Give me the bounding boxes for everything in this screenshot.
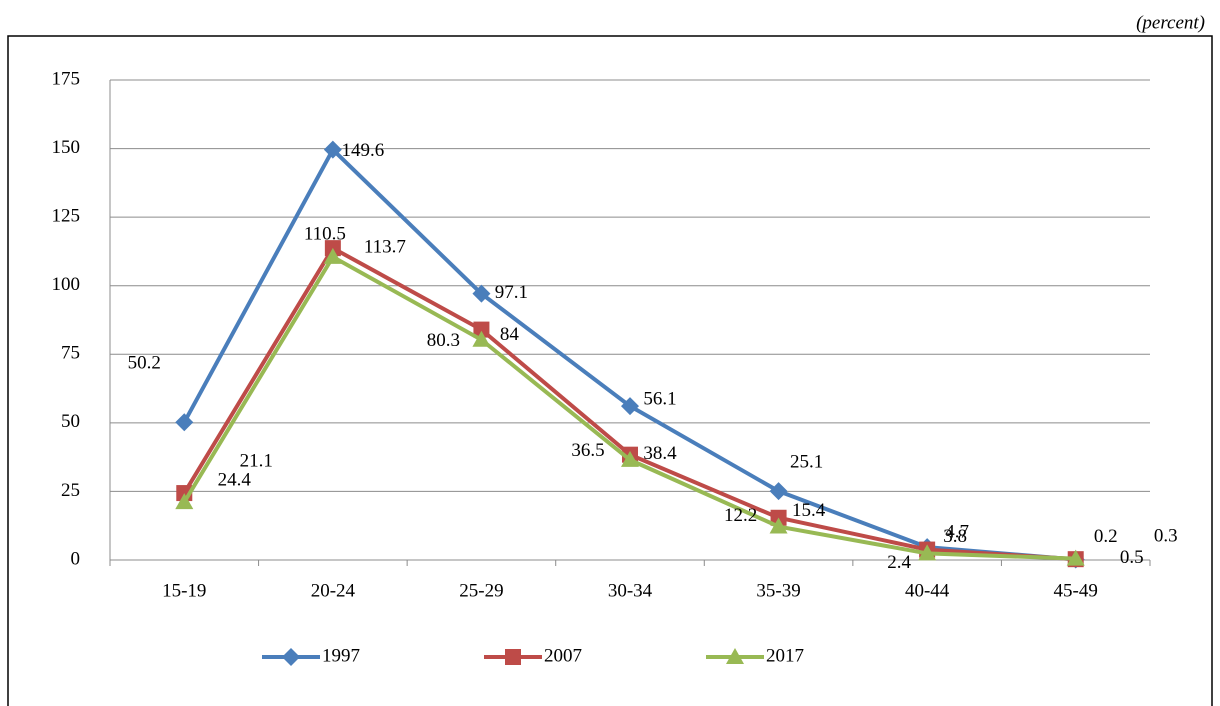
unit-note: (percent) (1136, 12, 1205, 33)
x-tick-label: 40-44 (905, 580, 950, 601)
data-label: 2.4 (887, 552, 911, 573)
x-tick-label: 30-34 (608, 580, 653, 601)
y-tick-label: 125 (52, 206, 81, 227)
data-label: 38.4 (643, 443, 677, 464)
y-tick-label: 25 (61, 480, 80, 501)
data-label: 24.4 (218, 469, 252, 490)
data-label: 56.1 (643, 388, 676, 409)
data-label: 21.1 (240, 450, 273, 471)
marker (472, 330, 491, 347)
legend-label: 2007 (544, 645, 582, 666)
data-label: 110.5 (304, 223, 346, 244)
legend-label: 1997 (322, 645, 360, 666)
y-tick-label: 50 (61, 411, 80, 432)
marker (621, 397, 639, 416)
data-label: 15.4 (792, 500, 826, 521)
data-label: 97.1 (495, 282, 528, 303)
marker (473, 321, 490, 338)
marker (769, 517, 788, 534)
x-tick-label: 35-39 (756, 580, 800, 601)
y-tick-label: 0 (71, 548, 81, 569)
data-label: 12.2 (724, 505, 757, 526)
data-label: 80.3 (427, 330, 460, 351)
marker (726, 648, 744, 664)
data-label: 50.2 (128, 353, 161, 374)
legend-label: 2017 (766, 645, 804, 666)
data-label: 3.8 (943, 526, 967, 547)
data-label: 36.5 (571, 440, 604, 461)
x-tick-label: 25-29 (459, 580, 503, 601)
data-label: 25.1 (790, 452, 823, 473)
y-tick-label: 175 (52, 68, 81, 89)
marker (918, 544, 937, 561)
marker (621, 450, 639, 467)
data-label: 0.5 (1120, 547, 1144, 568)
marker (323, 140, 342, 159)
x-tick-label: 15-19 (162, 580, 206, 601)
data-label: 0.2 (1094, 526, 1118, 547)
marker (505, 649, 521, 665)
marker (472, 284, 491, 303)
data-label: 149.6 (341, 140, 384, 161)
marker (282, 648, 300, 666)
data-label: 113.7 (364, 236, 406, 257)
marker (175, 413, 194, 432)
y-tick-label: 150 (52, 137, 81, 158)
data-label: 84 (500, 324, 520, 345)
y-tick-label: 100 (52, 274, 81, 295)
y-tick-label: 75 (61, 343, 80, 364)
x-tick-label: 45-49 (1054, 580, 1098, 601)
x-tick-label: 20-24 (311, 580, 356, 601)
data-label: 0.3 (1154, 526, 1178, 547)
marker (1066, 549, 1085, 566)
marker (323, 247, 342, 264)
marker (769, 482, 788, 501)
chart-frame (7, 35, 1213, 706)
marker (175, 493, 194, 510)
data-label: 4.7 (945, 521, 969, 542)
